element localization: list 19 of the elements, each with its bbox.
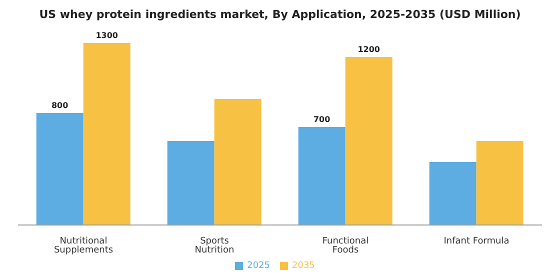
- data-label: 800: [51, 101, 69, 110]
- legend-label: 2025: [247, 261, 270, 271]
- x-tick-label: Infant Formula: [444, 236, 510, 246]
- bar: [83, 43, 130, 225]
- bar: [298, 127, 346, 225]
- x-tick-label: Nutritional Supplements: [54, 236, 114, 256]
- x-tick-label: Functional Foods: [322, 236, 369, 256]
- data-label: 1200: [358, 45, 380, 54]
- bar: [167, 141, 214, 225]
- legend-label: 2035: [292, 261, 315, 271]
- x-tick-label: Sports Nutrition: [194, 236, 234, 256]
- data-label: 700: [313, 115, 331, 124]
- bar: [345, 57, 392, 225]
- bar: [214, 99, 262, 225]
- bar: [476, 141, 524, 225]
- bar: [429, 162, 476, 225]
- chart-title: US whey protein ingredients market, By Application, 2025-2035 (USD Million): [38, 8, 522, 21]
- data-label: 1300: [96, 31, 118, 40]
- bar: [36, 113, 84, 225]
